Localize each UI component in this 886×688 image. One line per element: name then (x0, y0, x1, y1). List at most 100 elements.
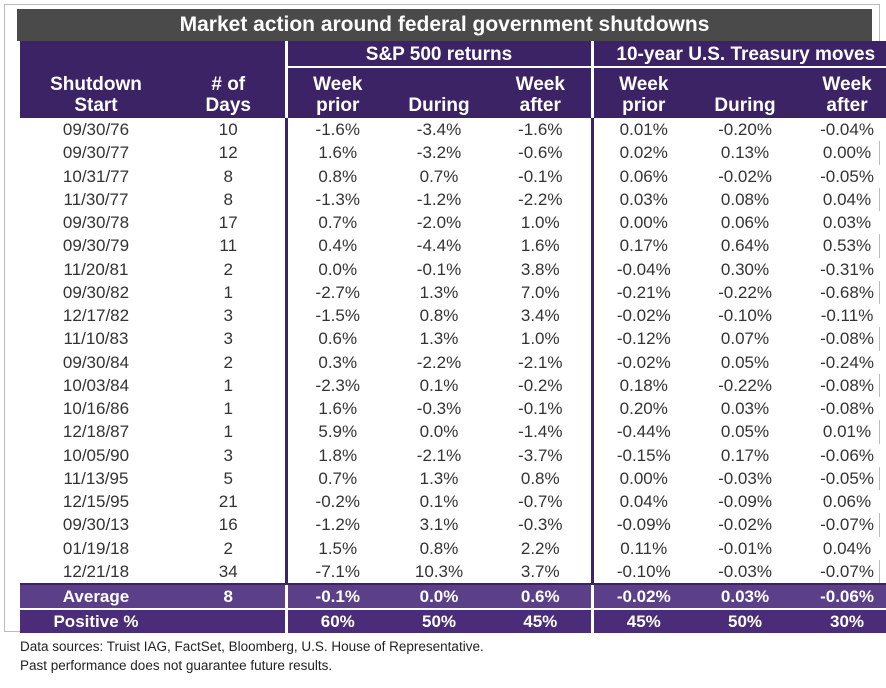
shutdown-start-cell: 10/03/84 (62, 375, 130, 395)
table-row: 09/30/77 12 1.6% -3.2% -0.6% 0.02% 0.13% 0.00% (20, 141, 886, 165)
table-row: 10/16/86 1 1.6% -0.3% -0.1% 0.20% 0.03% -0.08% (20, 397, 886, 421)
sp-week-prior-cell: -1.6% (284, 118, 388, 142)
tsy-week-prior-cell: 0.00% (590, 211, 695, 235)
shutdown-start-cell: 12/18/87 (62, 422, 130, 442)
tsy-week-after-cell: -0.08% (820, 375, 874, 395)
sp-week-prior-cell: -1.5% (284, 304, 388, 328)
sp-week-prior-cell: -0.2% (284, 490, 388, 514)
sp-week-after-cell: -0.7% (490, 490, 593, 514)
sp-during-cell: 1.3% (419, 282, 459, 302)
sp-during-cell: -0.1% (388, 257, 490, 281)
shutdown-market-table: S&P 500 returns 10-year U.S. Treasury mo… (20, 41, 886, 633)
average-row: Average 8 -0.1% 0.0% 0.6% -0.02% 0.03% -… (20, 583, 886, 609)
tsy-week-after-cell: -0.68% (820, 282, 874, 302)
table-row: 09/30/78 17 0.7% -2.0% 1.0% 0.00% 0.06% 0.03% (20, 211, 886, 235)
days-cell: 3 (172, 304, 286, 328)
sp-week-after-cell: 3.8% (490, 257, 593, 281)
tsy-during-cell: 0.07% (720, 329, 770, 349)
treasury-group-header: 10-year U.S. Treasury moves (590, 41, 886, 68)
days-cell: 1 (223, 422, 233, 442)
average-label: Average (20, 583, 172, 609)
sp-week-after-cell: 7.0% (520, 282, 560, 302)
positive-sp-during: 50% (388, 608, 490, 633)
table-row: 11/10/83 3 0.6% 1.3% 1.0% -0.12% 0.07% -0.08% (20, 327, 886, 351)
tsy-during-cell: 0.17% (694, 443, 797, 467)
shutdown-start-cell: 12/21/18 (62, 561, 130, 581)
tsy-during-cell: -0.10% (694, 304, 797, 328)
tsy-week-after-cell: -0.31% (796, 257, 886, 281)
table-row: 10/05/90 3 1.8% -2.1% -3.7% -0.15% 0.17% -0.06% (20, 443, 886, 467)
sp-week-prior-cell: 1.6% (284, 141, 388, 165)
shutdown-start-cell: 10/16/86 (20, 397, 172, 421)
sp-week-prior-cell: 1.6% (284, 397, 388, 421)
sp-week-after-cell: -1.6% (490, 118, 593, 142)
col-shutdown-start: Shutdown Start (20, 67, 172, 118)
sp-week-after-cell: 0.8% (520, 468, 560, 488)
tsy-week-prior-cell: 0.03% (590, 187, 695, 211)
sp-during-cell: 0.8% (388, 536, 490, 560)
average-sp-week-after: 0.6% (490, 583, 593, 609)
days-cell: 5 (223, 468, 233, 488)
sp-during-cell: 0.8% (388, 304, 490, 328)
sp-during-cell: 3.1% (419, 515, 459, 535)
tsy-week-prior-cell: 0.04% (590, 490, 695, 514)
tsy-week-prior-cell: -0.21% (590, 280, 695, 304)
tsy-week-after-cell: 0.04% (796, 536, 886, 560)
tsy-during-cell: 0.05% (720, 422, 770, 442)
sp-week-after-cell: -2.1% (490, 350, 593, 374)
table-row: 11/30/77 8 -1.3% -1.2% -2.2% 0.03% 0.08% 0.04% (20, 187, 886, 211)
group-header-row: S&P 500 returns 10-year U.S. Treasury mo… (20, 41, 886, 68)
days-cell: 17 (172, 211, 286, 235)
tsy-week-after-cell: 0.06% (796, 490, 886, 514)
shutdown-start-cell: 11/30/77 (63, 189, 129, 209)
table-body: 09/30/76 10 -1.6% -3.4% -1.6% 0.01% -0.20% -0.0… (20, 118, 886, 584)
days-cell: 21 (172, 490, 286, 514)
days-cell: 1 (223, 282, 233, 302)
tsy-during-cell: -0.03% (718, 468, 772, 488)
column-header-row: Shutdown Start # of Days Week prior During … (20, 67, 886, 118)
sp-during-cell: 0.0% (419, 422, 459, 442)
tsy-week-prior-cell: 0.17% (590, 234, 695, 258)
tsy-week-prior-cell: -0.15% (590, 443, 695, 467)
table-title: Market action around federal government … (17, 9, 872, 41)
days-cell: 8 (223, 189, 233, 209)
sp-during-cell: 10.3% (414, 561, 464, 581)
table-row: 09/30/84 2 0.3% -2.2% -2.1% -0.02% 0.05% -0.24% (20, 350, 886, 374)
tsy-week-prior-cell: -0.02% (590, 304, 695, 328)
days-cell: 3 (223, 329, 233, 349)
days-cell: 1 (172, 397, 286, 421)
tsy-week-after-cell: 0.00% (822, 143, 872, 163)
sp-week-after-cell: 1.6% (520, 236, 560, 256)
tsy-week-after-cell: -0.05% (820, 468, 874, 488)
days-cell: 10 (172, 118, 286, 142)
sp-week-prior-cell: -7.1% (284, 559, 388, 584)
col-sp-week-after: Week after (490, 67, 593, 118)
tsy-during-cell: 0.08% (720, 189, 770, 209)
footnote-sources: Data sources: Truist IAG, FactSet, Bloom… (20, 639, 484, 654)
shutdown-start-cell: 11/20/81 (20, 257, 172, 281)
shutdown-start-cell: 09/30/77 (62, 143, 130, 163)
tsy-during-cell: 0.30% (694, 257, 797, 281)
tsy-week-prior-cell: 0.20% (590, 397, 695, 421)
days-cell: 2 (172, 350, 286, 374)
positive-tsy-week-after: 30% (796, 608, 886, 633)
col-sp-during: During (388, 67, 490, 118)
tsy-week-prior-cell: 0.01% (590, 118, 695, 142)
tsy-week-prior-cell: 0.00% (590, 466, 695, 490)
tsy-week-after-cell: -0.07% (820, 561, 874, 581)
tsy-week-prior-cell: -0.04% (590, 257, 695, 281)
days-cell: 2 (172, 536, 286, 560)
sp-week-prior-cell: 0.6% (284, 327, 388, 351)
tsy-week-after-cell: -0.07% (820, 515, 874, 535)
tsy-week-prior-cell: 0.11% (590, 536, 695, 560)
tsy-week-prior-cell: -0.02% (590, 350, 695, 374)
col-days: # of Days (172, 67, 286, 118)
days-cell: 2 (172, 257, 286, 281)
tsy-week-prior-cell: 0.06% (590, 164, 695, 188)
table-row: 12/15/95 21 -0.2% 0.1% -0.7% 0.04% -0.09% 0.06% (20, 490, 886, 514)
col-tsy-week-after: Week after (796, 67, 886, 118)
table-row: 10/31/77 8 0.8% 0.7% -0.1% 0.06% -0.02% -0.05% (20, 164, 886, 188)
days-cell: 16 (218, 515, 238, 535)
table-row: 12/21/18 34 -7.1% 10.3% 3.7% -0.10% -0.03% -0.0… (20, 559, 886, 584)
shutdown-start-cell: 09/30/78 (20, 211, 172, 235)
